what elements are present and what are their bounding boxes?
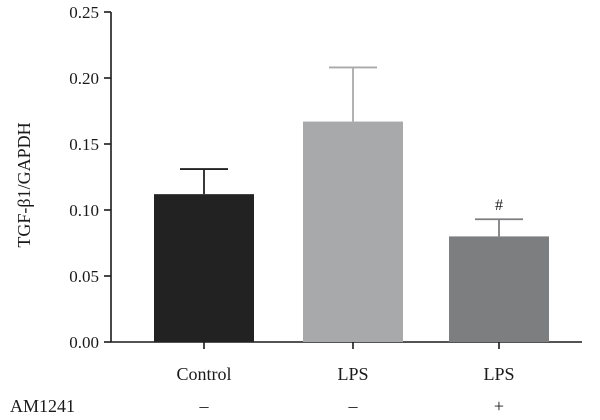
bar (154, 194, 254, 342)
y-tick-label: 0.20 (69, 69, 99, 88)
category-label: LPS (483, 364, 514, 384)
significance-mark: # (495, 197, 503, 214)
y-tick-label: 0.25 (69, 3, 99, 22)
treatment-sign: – (199, 396, 210, 416)
category-label: Control (176, 364, 231, 384)
bar (303, 121, 403, 342)
y-tick-label: 0.15 (69, 135, 99, 154)
y-tick-label: 0.10 (69, 201, 99, 220)
plot-area: 0.00 0.05 0.10 0.15 0.20 0.25 Control – LPS – LPS +… (69, 3, 582, 416)
treatment-label: AM1241 (10, 396, 75, 416)
treatment-sign: + (494, 396, 504, 416)
y-tick-label: 0.00 (69, 333, 99, 352)
y-tick-label: 0.05 (69, 267, 99, 286)
bar (449, 236, 549, 342)
treatment-sign: – (348, 396, 359, 416)
y-axis-title: TGF-β1/GAPDH (14, 122, 34, 247)
category-label: LPS (337, 364, 368, 384)
